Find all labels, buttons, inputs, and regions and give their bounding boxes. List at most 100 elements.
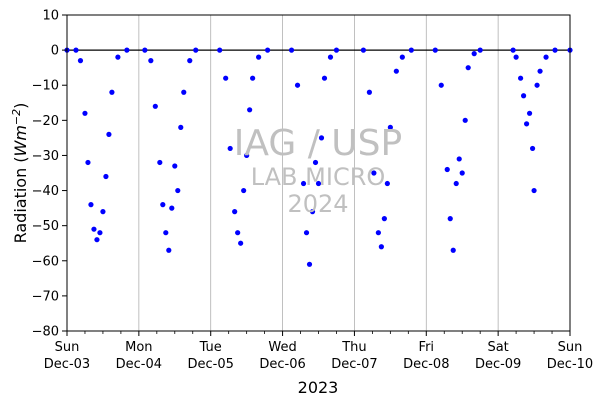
- x-tick-label: Mon Dec-04: [116, 340, 162, 372]
- y-tick-label: −10: [32, 79, 59, 94]
- y-tick-label: −20: [32, 114, 59, 129]
- data-point: [399, 54, 405, 60]
- data-point: [241, 187, 247, 194]
- x-tick-date: Dec-08: [403, 357, 449, 372]
- data-point: [91, 226, 97, 232]
- x-tick-date: Dec-04: [116, 357, 162, 372]
- data-point: [124, 47, 130, 53]
- data-point: [187, 58, 193, 64]
- x-axis: Sun Dec-03 Mon Dec-04 Tue Dec-05 Wed Dec-06 Thu D…: [44, 331, 593, 372]
- data-point: [256, 54, 262, 60]
- data-point: [459, 170, 465, 176]
- x-tick-day: Thu: [341, 340, 366, 355]
- data-point: [309, 209, 316, 215]
- x-tick-date: Dec-05: [188, 357, 234, 372]
- data-point: [166, 247, 172, 253]
- data-point: [360, 47, 367, 53]
- data-point: [552, 47, 558, 53]
- y-axis-title-exponent: −2: [10, 109, 23, 125]
- data-point: [444, 166, 450, 173]
- x-tick-label: Sun Dec-10: [547, 340, 593, 372]
- x-tick-label: Wed Dec-06: [259, 340, 305, 372]
- data-point: [387, 124, 393, 130]
- data-point: [294, 82, 301, 88]
- data-points: [64, 47, 573, 267]
- data-point: [103, 173, 109, 180]
- data-point: [384, 180, 390, 187]
- data-point: [534, 82, 540, 88]
- data-point: [462, 117, 468, 123]
- grid: [138, 15, 499, 331]
- data-point: [223, 75, 229, 81]
- y-axis-title-close: ): [11, 103, 30, 109]
- data-point: [82, 110, 88, 116]
- data-point: [265, 47, 271, 53]
- data-point: [371, 170, 377, 176]
- x-tick-date: Dec-10: [547, 357, 593, 372]
- data-point: [303, 230, 310, 236]
- data-point: [465, 65, 471, 71]
- x-tick-date: Dec-03: [44, 357, 90, 372]
- data-point: [518, 75, 524, 81]
- data-point: [142, 47, 148, 53]
- x-axis-title: 2023: [298, 378, 339, 397]
- x-tick-date: Dec-07: [331, 357, 377, 372]
- y-tick-label: −70: [32, 289, 59, 304]
- data-point: [250, 75, 256, 81]
- x-tick-date: Dec-06: [259, 357, 305, 372]
- x-tick-label: Sun Dec-03: [44, 340, 90, 372]
- y-tick-label: 0: [51, 44, 59, 59]
- data-point: [477, 47, 483, 53]
- data-point: [109, 89, 115, 95]
- y-tick-label: −30: [32, 149, 59, 164]
- x-tick-date: Dec-09: [475, 357, 521, 372]
- data-point: [453, 180, 459, 187]
- data-point: [244, 152, 250, 159]
- data-point: [393, 68, 399, 74]
- data-point: [88, 202, 94, 208]
- data-point: [513, 54, 519, 60]
- data-point: [172, 163, 178, 169]
- data-point: [181, 89, 187, 95]
- data-point: [529, 145, 536, 152]
- data-point: [318, 135, 325, 141]
- data-point: [115, 54, 121, 60]
- data-point: [450, 247, 456, 253]
- data-point: [94, 237, 100, 243]
- watermark-line-2: LAB MICRO: [251, 163, 386, 191]
- data-point: [381, 216, 387, 222]
- data-point: [160, 202, 166, 208]
- data-point: [408, 47, 414, 53]
- data-point: [169, 205, 175, 211]
- data-point: [152, 103, 158, 109]
- data-point: [238, 240, 244, 246]
- x-tick-label: Fri Dec-08: [403, 340, 449, 372]
- y-tick-label: 10: [42, 9, 59, 24]
- data-point: [333, 47, 340, 53]
- data-point: [247, 107, 253, 113]
- x-tick-label: Sat Dec-09: [475, 340, 521, 372]
- x-tick-day: Mon: [125, 340, 152, 355]
- data-point: [523, 121, 530, 127]
- data-point: [106, 131, 112, 137]
- data-point: [321, 75, 328, 81]
- x-tick-label: Tue Dec-05: [188, 340, 234, 372]
- y-tick-label: −60: [32, 254, 59, 269]
- y-axis-title: Radiation (Wm−2): [10, 103, 30, 244]
- y-axis-title-unit: Wm: [11, 125, 30, 156]
- y-tick-label: −40: [32, 184, 59, 199]
- data-point: [526, 110, 533, 116]
- data-point: [97, 230, 103, 236]
- data-point: [73, 47, 79, 53]
- data-point: [217, 47, 223, 53]
- data-point: [306, 261, 313, 267]
- x-tick-day: Sat: [487, 340, 508, 355]
- watermark: IAG / USP LAB MICRO 2024: [234, 123, 402, 218]
- data-point: [315, 180, 322, 187]
- data-point: [232, 209, 238, 215]
- data-point: [543, 54, 549, 60]
- x-tick-day: Sun: [55, 340, 80, 355]
- data-point: [447, 216, 453, 222]
- data-point: [148, 58, 154, 64]
